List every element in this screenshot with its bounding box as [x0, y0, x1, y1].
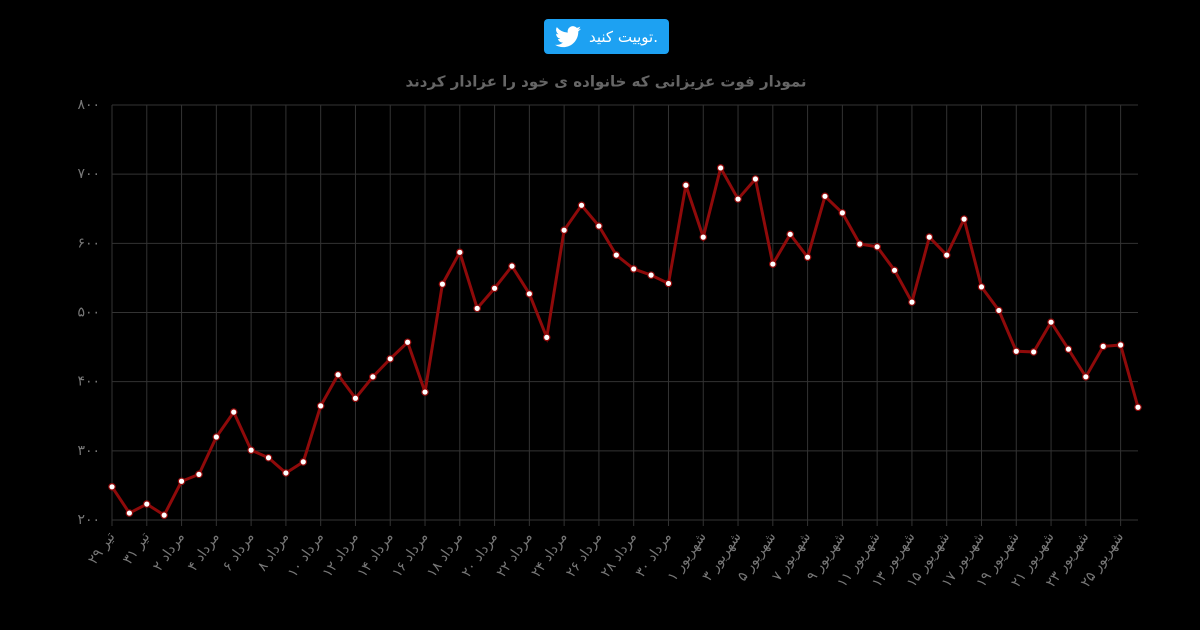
point: [612, 251, 621, 259]
point: [977, 283, 986, 291]
point: [160, 511, 168, 519]
point: [821, 192, 829, 201]
y-tick-label: ۲۰۰: [77, 512, 100, 528]
point: [682, 181, 690, 190]
y-tick-label: ۴۰۰: [77, 374, 100, 390]
tweet-label: توییت کنید.: [589, 27, 658, 46]
chart-title: نمودار فوت عزیزانی که خانواده ی خود را ع…: [405, 73, 806, 91]
y-tick-label: ۵۰۰: [77, 305, 100, 321]
point: [229, 408, 238, 416]
point: [195, 470, 203, 479]
twitter-icon: [555, 25, 581, 47]
point: [542, 333, 551, 342]
x-tick-label: ۲۹ تیر: [85, 529, 118, 567]
point: [960, 215, 968, 223]
point: [334, 370, 342, 379]
point: [525, 290, 534, 298]
point: [1082, 373, 1090, 381]
point: [734, 195, 742, 203]
point: [1116, 341, 1125, 349]
point: [421, 388, 429, 396]
point: [855, 240, 864, 248]
point: [942, 251, 951, 259]
point: [786, 230, 795, 239]
point: [751, 175, 760, 183]
point: [1047, 318, 1055, 326]
x-tick-label: ۲ مرداد: [150, 529, 188, 574]
point: [455, 248, 464, 257]
point: [403, 338, 412, 347]
point: [595, 222, 603, 230]
x-tick-label: ۳۱ تیر: [120, 529, 153, 567]
point: [386, 355, 395, 363]
point: [647, 271, 655, 279]
point: [908, 298, 916, 306]
point: [1029, 348, 1038, 356]
point: [438, 280, 447, 288]
point: [873, 242, 881, 251]
y-tick-label: ۶۰۰: [77, 235, 100, 251]
point: [299, 458, 308, 466]
point: [212, 433, 221, 441]
point: [560, 226, 568, 234]
point: [925, 233, 934, 241]
y-tick-label: ۷۰۰: [77, 166, 100, 182]
point: [1099, 342, 1108, 351]
point: [1012, 347, 1021, 356]
point: [108, 482, 116, 491]
point: [699, 233, 708, 241]
tweet-button[interactable]: توییت کنید.: [544, 19, 669, 54]
x-tick-label: ۶ مرداد: [220, 529, 258, 574]
point: [995, 306, 1003, 315]
y-tick-label: ۳۰۰: [77, 443, 100, 459]
point: [247, 446, 255, 454]
point: [177, 477, 186, 486]
point: [716, 164, 725, 172]
point: [351, 394, 360, 403]
point: [890, 266, 899, 275]
point: [769, 260, 777, 268]
y-tick-label: ۸۰۰: [77, 97, 100, 113]
point: [142, 500, 151, 508]
x-tick-label: ۴ مرداد: [185, 529, 223, 574]
point: [508, 262, 516, 270]
point: [1064, 345, 1073, 353]
point: [490, 284, 499, 293]
point: [125, 509, 134, 517]
point: [282, 469, 290, 477]
point: [316, 402, 325, 410]
point: [264, 453, 273, 462]
point: [629, 265, 638, 273]
point: [577, 201, 586, 210]
point: [369, 373, 377, 381]
point: [1134, 403, 1142, 412]
line: [110, 163, 1140, 518]
point: [473, 304, 481, 313]
point: [803, 253, 812, 261]
point: [838, 209, 847, 217]
point: [664, 279, 673, 288]
